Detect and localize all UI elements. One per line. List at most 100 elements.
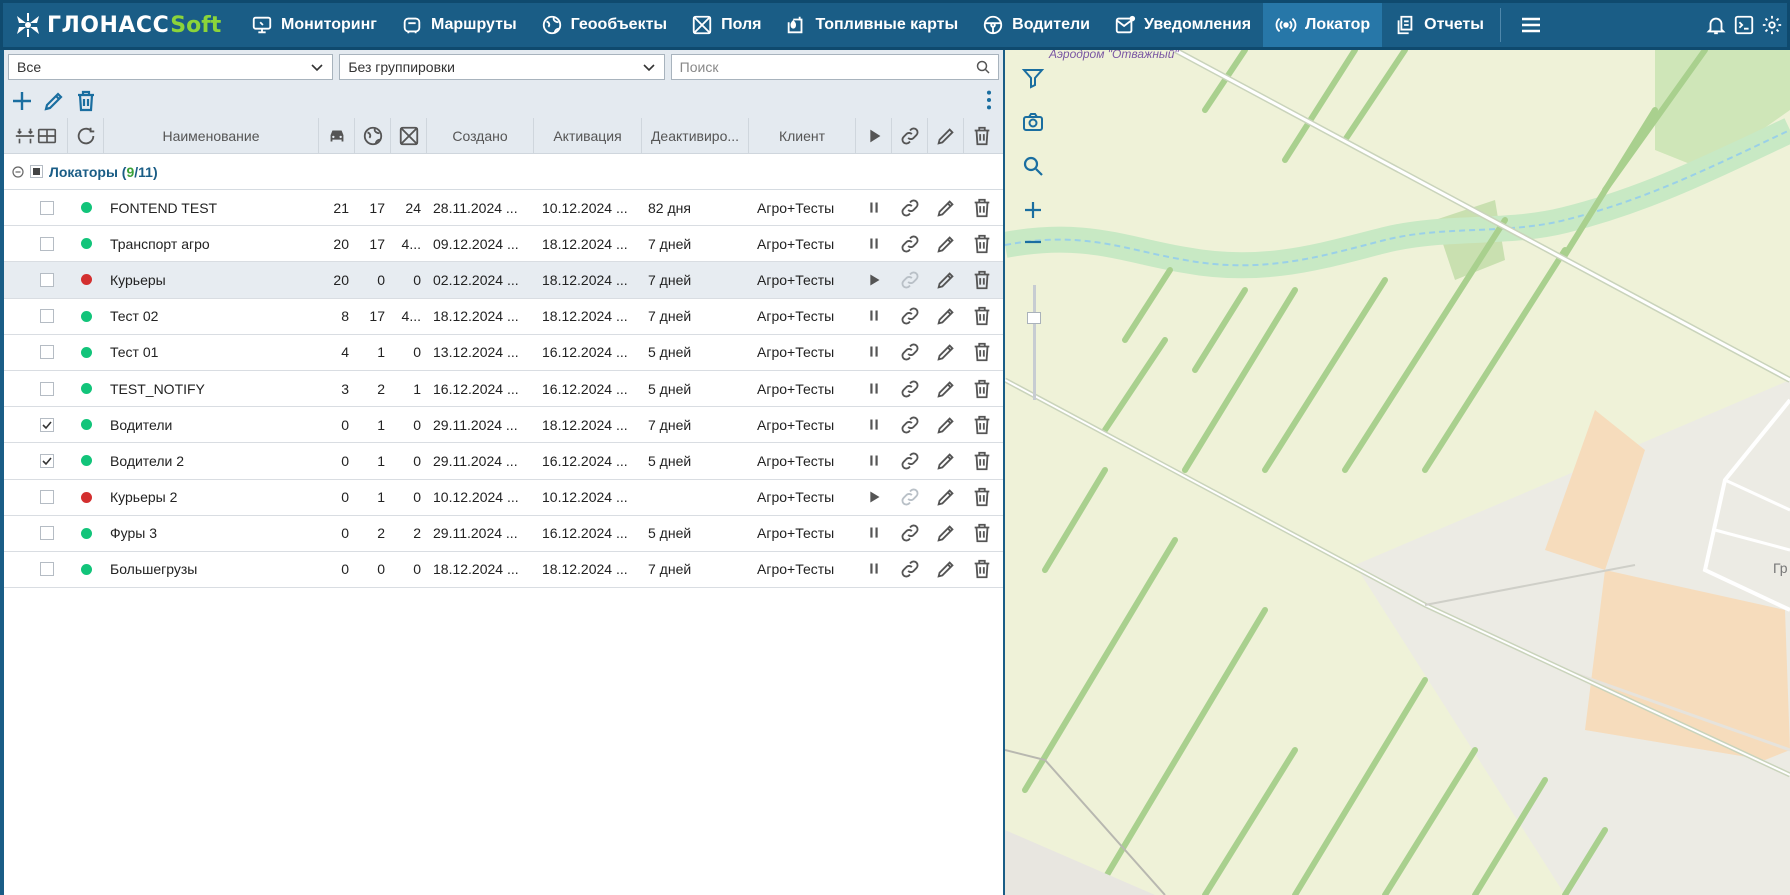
nav-item-routes[interactable]: Маршруты <box>389 3 529 47</box>
row-edit-button[interactable] <box>928 480 964 515</box>
nav-item-geoobjects[interactable]: Геообъекты <box>529 3 679 47</box>
map-search-button[interactable] <box>1015 148 1051 184</box>
gear-icon[interactable] <box>1761 14 1783 36</box>
row-delete-button[interactable] <box>964 443 1000 478</box>
row-state-button[interactable] <box>856 443 892 478</box>
row-checkbox[interactable] <box>40 309 54 324</box>
row-edit-button[interactable] <box>928 443 964 478</box>
app-logo[interactable]: ГЛОНАСС Soft <box>3 3 239 47</box>
table-row[interactable]: Водители 2 0 1 0 29.11.2024 ... 16.12.2024 ..… <box>4 443 1003 480</box>
search-input[interactable]: Поиск <box>670 54 999 80</box>
row-link-button[interactable] <box>892 552 928 587</box>
row-edit-button[interactable] <box>928 335 964 370</box>
row-state-button[interactable] <box>856 335 892 370</box>
expand-collapse-header[interactable] <box>4 118 68 153</box>
table-row[interactable]: Транспорт агро 20 17 4... 09.12.2024 ... 18.1… <box>4 226 1003 263</box>
row-checkbox[interactable] <box>40 490 54 505</box>
row-state-button[interactable] <box>856 226 892 261</box>
row-checkbox[interactable] <box>40 453 54 468</box>
row-link-button[interactable] <box>892 516 928 551</box>
row-link-button[interactable] <box>892 299 928 334</box>
table-row[interactable]: FONTEND TEST 21 17 24 28.11.2024 ... 10.12.20… <box>4 190 1003 227</box>
row-checkbox[interactable] <box>40 200 54 215</box>
table-row[interactable]: Тест 01 4 1 0 13.12.2024 ... 16.12.2024 ... 5 … <box>4 335 1003 371</box>
cars-header[interactable] <box>319 118 355 153</box>
row-link-button[interactable] <box>892 407 928 442</box>
row-link-button[interactable] <box>892 226 928 261</box>
row-delete-button[interactable] <box>964 299 1000 334</box>
row-state-button[interactable] <box>856 407 892 442</box>
row-checkbox[interactable] <box>40 562 54 577</box>
map-view[interactable]: Аэродром "Отважный" Гр <box>1005 50 1790 895</box>
table-row[interactable]: Курьеры 20 0 0 02.12.2024 ... 18.12.2024 ... 7… <box>4 262 1003 299</box>
row-checkbox[interactable] <box>40 526 54 541</box>
row-checkbox[interactable] <box>40 236 54 251</box>
row-edit-button[interactable] <box>928 552 964 587</box>
trash-icon[interactable] <box>74 89 98 113</box>
row-link-button[interactable] <box>892 371 928 406</box>
console-icon[interactable] <box>1733 14 1755 36</box>
group-checkbox[interactable] <box>30 165 43 178</box>
nav-item-fuel-cards[interactable]: Топливные карты <box>773 3 970 47</box>
nav-item-reports[interactable]: Отчеты <box>1382 3 1496 47</box>
nav-menu-button[interactable] <box>1505 3 1557 47</box>
table-row[interactable]: Фуры 3 0 2 2 29.11.2024 ... 16.12.2024 ... 5 д… <box>4 516 1003 552</box>
deactivation-header[interactable]: Деактивиро... <box>642 118 749 153</box>
table-row[interactable]: Водители 0 1 0 29.11.2024 ... 18.12.2024 ... 7… <box>4 407 1003 444</box>
table-row[interactable]: Курьеры 2 0 1 0 10.12.2024 ... 10.12.2024 ...… <box>4 480 1003 516</box>
row-checkbox[interactable] <box>40 272 54 287</box>
row-link-button[interactable] <box>892 480 928 515</box>
fields-header[interactable] <box>391 118 427 153</box>
zoom-out-button[interactable] <box>1015 224 1051 260</box>
created-header[interactable]: Создано <box>427 118 534 153</box>
nav-item-monitoring[interactable]: Мониторинг <box>239 3 389 47</box>
row-delete-button[interactable] <box>964 262 1000 297</box>
row-state-button[interactable] <box>856 262 892 297</box>
geo-header[interactable] <box>355 118 391 153</box>
zoom-slider-handle[interactable] <box>1027 312 1041 324</box>
row-state-button[interactable] <box>856 516 892 551</box>
nav-item-notifications[interactable]: Уведомления <box>1102 3 1263 47</box>
row-link-button[interactable] <box>892 335 928 370</box>
map-screenshot-button[interactable] <box>1015 104 1051 140</box>
row-delete-button[interactable] <box>964 190 1000 225</box>
zoom-in-button[interactable] <box>1015 192 1051 228</box>
row-delete-button[interactable] <box>964 552 1000 587</box>
table-row[interactable]: TEST_NOTIFY 3 2 1 16.12.2024 ... 16.12.2024 .… <box>4 371 1003 408</box>
add-icon[interactable] <box>10 89 34 113</box>
bell-icon[interactable] <box>1705 14 1727 36</box>
row-delete-button[interactable] <box>964 226 1000 261</box>
activation-header[interactable]: Активация <box>534 118 642 153</box>
name-header[interactable]: Наименование <box>104 118 319 153</box>
row-edit-button[interactable] <box>928 299 964 334</box>
edit-icon[interactable] <box>42 89 66 113</box>
zoom-slider-track[interactable] <box>1033 285 1036 400</box>
row-state-button[interactable] <box>856 371 892 406</box>
row-state-button[interactable] <box>856 190 892 225</box>
row-delete-button[interactable] <box>964 371 1000 406</box>
row-link-button[interactable] <box>892 190 928 225</box>
nav-item-locator[interactable]: Локатор <box>1263 3 1383 47</box>
row-checkbox[interactable] <box>40 417 54 432</box>
row-state-button[interactable] <box>856 552 892 587</box>
row-edit-button[interactable] <box>928 190 964 225</box>
row-edit-button[interactable] <box>928 407 964 442</box>
more-vertical-icon[interactable] <box>977 88 1001 112</box>
row-edit-button[interactable] <box>928 262 964 297</box>
row-link-button[interactable] <box>892 443 928 478</box>
row-edit-button[interactable] <box>928 371 964 406</box>
client-header[interactable]: Клиент <box>749 118 856 153</box>
row-state-button[interactable] <box>856 299 892 334</box>
refresh-header[interactable] <box>68 118 104 153</box>
grouping-select[interactable]: Без группировки <box>339 54 665 80</box>
table-row[interactable]: Большегрузы 0 0 0 18.12.2024 ... 18.12.2024 .… <box>4 552 1003 589</box>
row-delete-button[interactable] <box>964 407 1000 442</box>
nav-item-drivers[interactable]: Водители <box>970 3 1102 47</box>
map-filter-button[interactable] <box>1015 60 1051 96</box>
scope-select[interactable]: Все <box>8 54 334 80</box>
row-delete-button[interactable] <box>964 335 1000 370</box>
row-checkbox[interactable] <box>40 381 54 396</box>
row-edit-button[interactable] <box>928 516 964 551</box>
row-delete-button[interactable] <box>964 480 1000 515</box>
collapse-circle-icon[interactable] <box>12 165 24 178</box>
